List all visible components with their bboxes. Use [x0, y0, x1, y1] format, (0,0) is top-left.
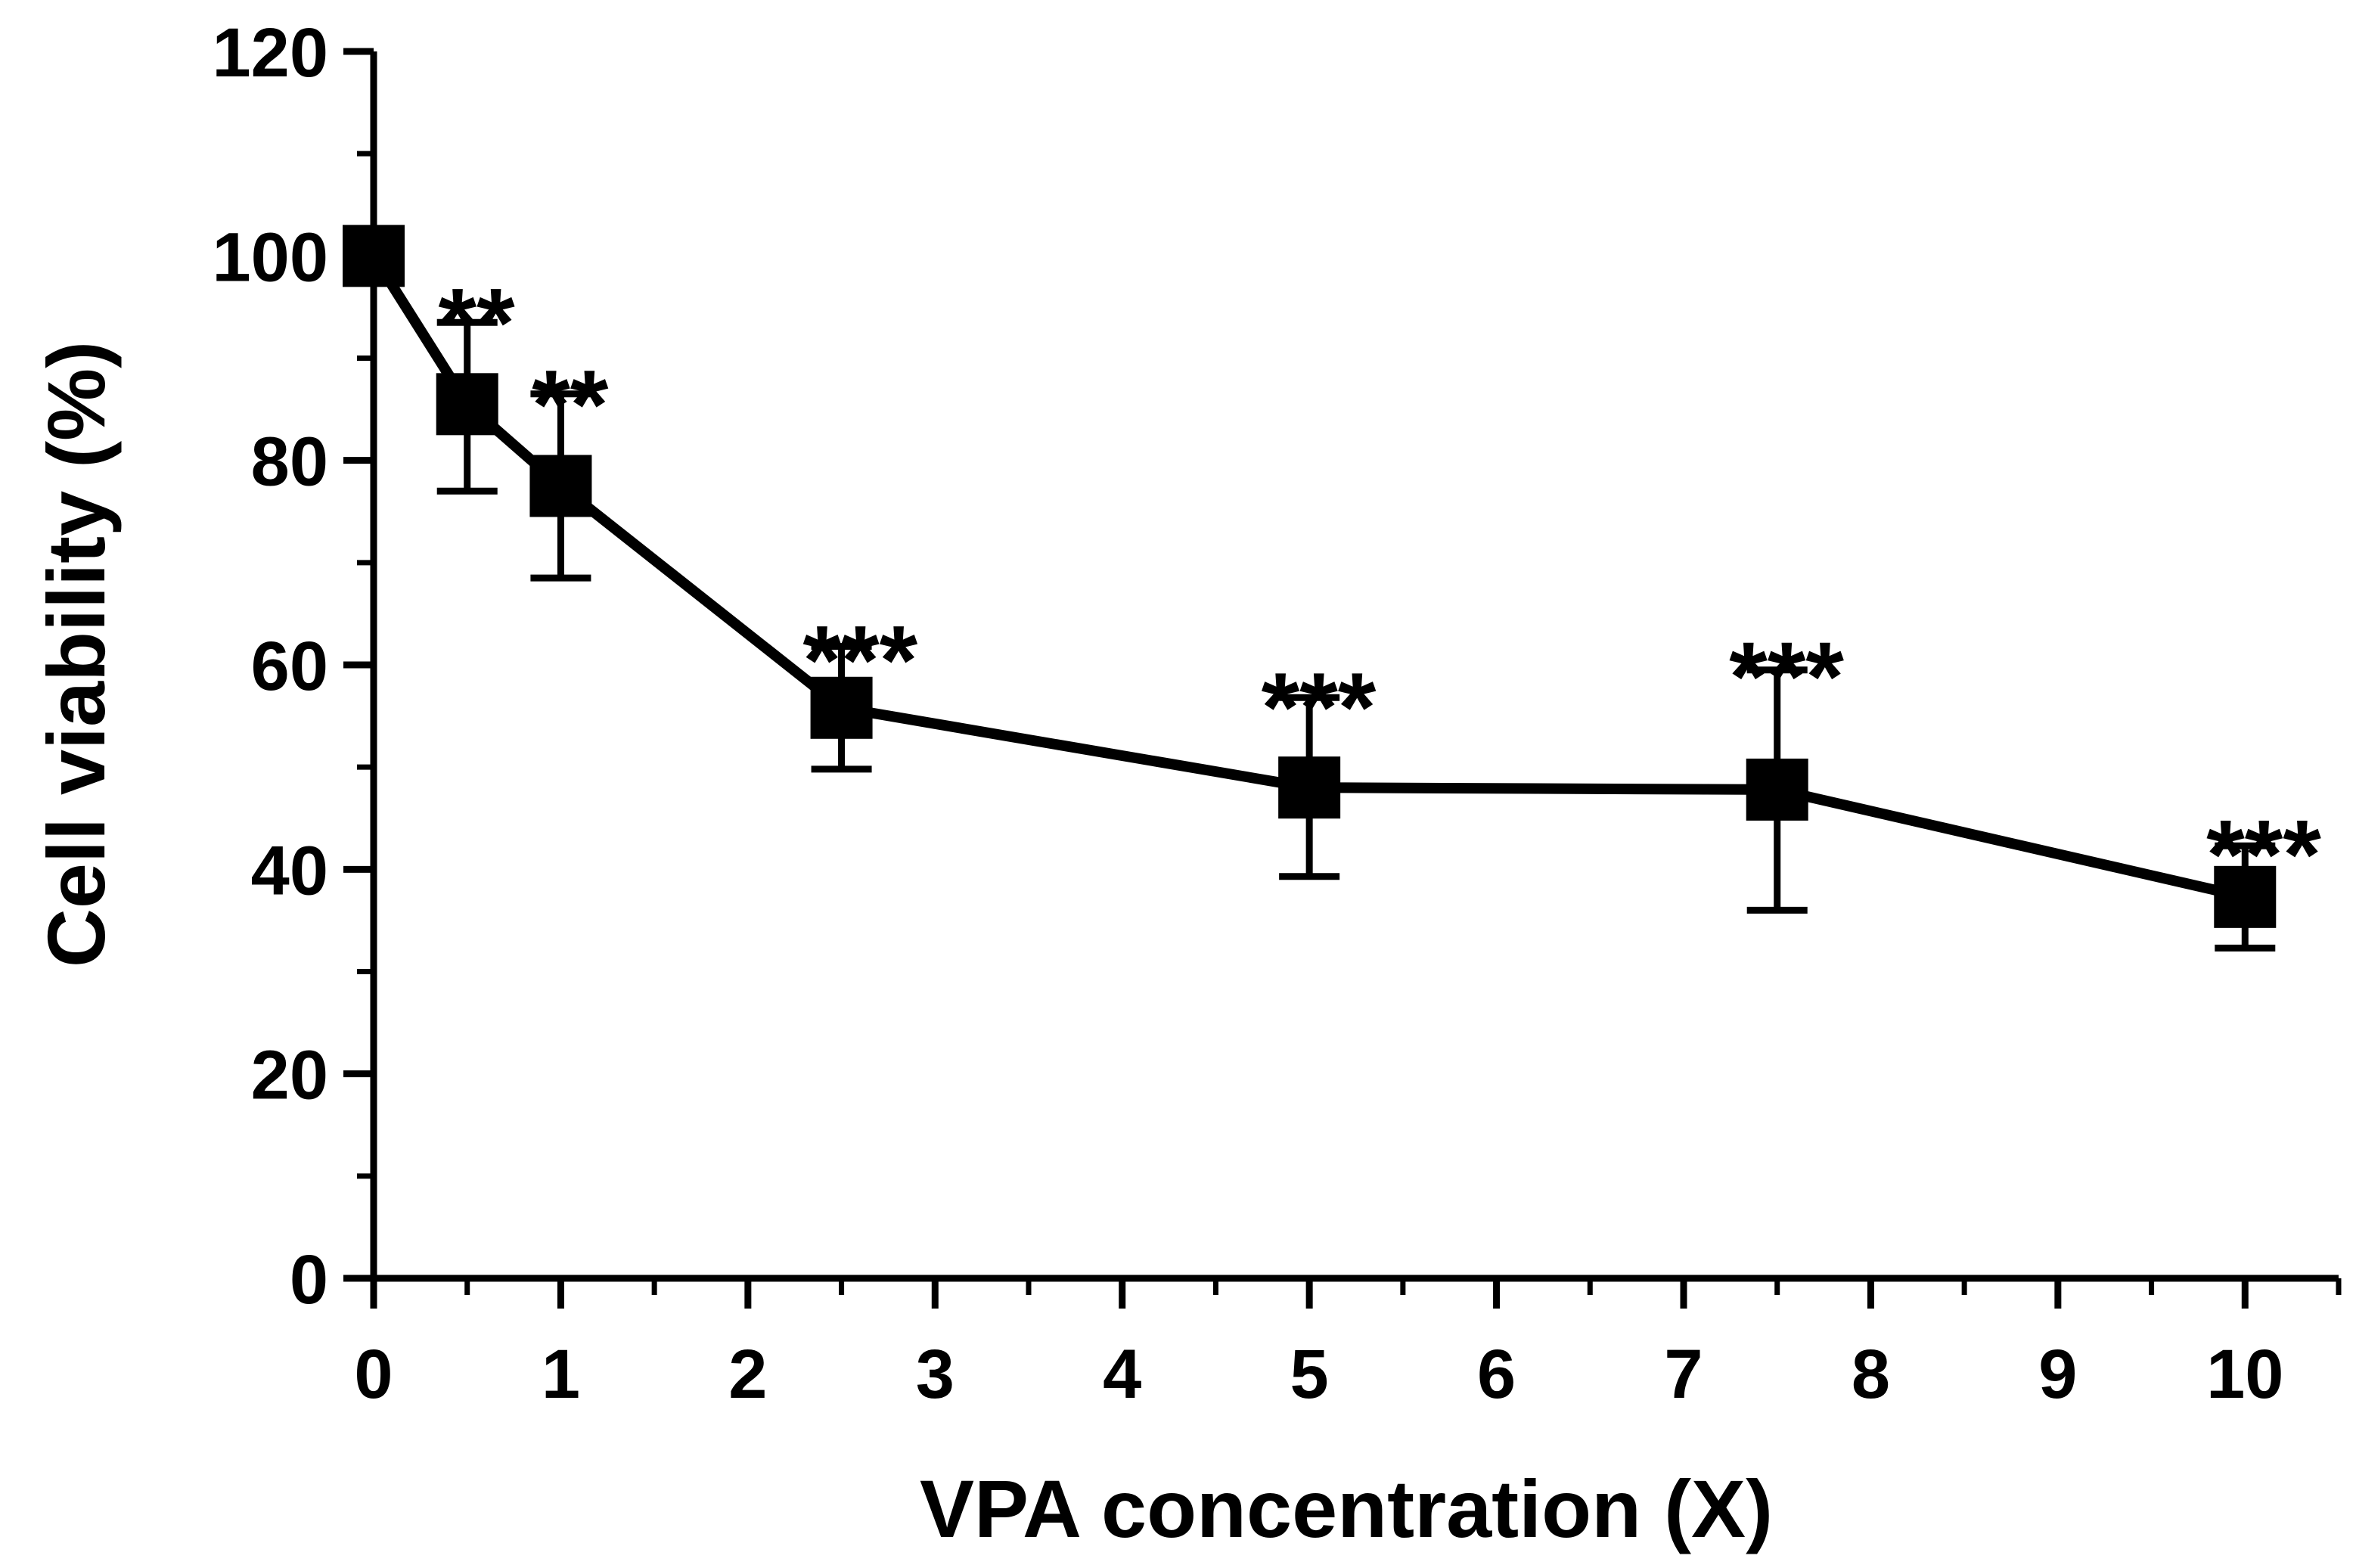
y-tick-label: 40	[251, 832, 328, 909]
significance-label: ***	[1729, 621, 1844, 731]
significance-label: ***	[2206, 799, 2321, 909]
x-tick-label: 0	[354, 1336, 393, 1413]
x-tick-label: 8	[1852, 1336, 1890, 1413]
x-tick-label: 1	[542, 1336, 580, 1413]
annotation-layer: ******* *** ******	[438, 268, 2321, 910]
significance-label: **	[532, 349, 609, 460]
x-tick-label: 5	[1290, 1336, 1329, 1413]
x-tick-label: 10	[2206, 1336, 2283, 1413]
label-layer: VPA concentration (X) Cell viability (%)	[30, 341, 1773, 1554]
x-tick-label: 7	[1664, 1336, 1703, 1413]
y-tick-label: 120	[213, 14, 329, 92]
y-tick-label: 20	[251, 1037, 328, 1114]
y-tick-label: 0	[290, 1241, 328, 1318]
x-tick-label: 9	[2038, 1336, 2077, 1413]
data-point-marker	[810, 676, 873, 739]
data-point-marker	[343, 225, 405, 287]
data-point-marker	[2214, 865, 2277, 928]
x-tick-label: 3	[916, 1336, 955, 1413]
y-tick-label: 80	[251, 424, 328, 501]
y-tick-label: 100	[213, 219, 329, 296]
significance-label: ***	[1262, 652, 1377, 762]
x-tick-label: 4	[1103, 1336, 1141, 1413]
x-tick-label: 6	[1477, 1336, 1516, 1413]
significance-label: ***	[802, 605, 917, 716]
errorbar-layer	[436, 318, 2276, 952]
data-point-marker	[436, 373, 498, 436]
significance-label: **	[438, 268, 515, 378]
x-axis-title: VPA concentration (X)	[920, 1463, 1773, 1554]
data-point-marker	[1278, 756, 1341, 819]
y-tick-label: 60	[251, 628, 328, 705]
x-tick-label: 2	[728, 1336, 767, 1413]
y-axis-title: Cell viability (%)	[30, 341, 122, 967]
marker-layer	[343, 225, 2277, 928]
data-point-marker	[529, 455, 592, 517]
data-point-marker	[1746, 758, 1808, 821]
